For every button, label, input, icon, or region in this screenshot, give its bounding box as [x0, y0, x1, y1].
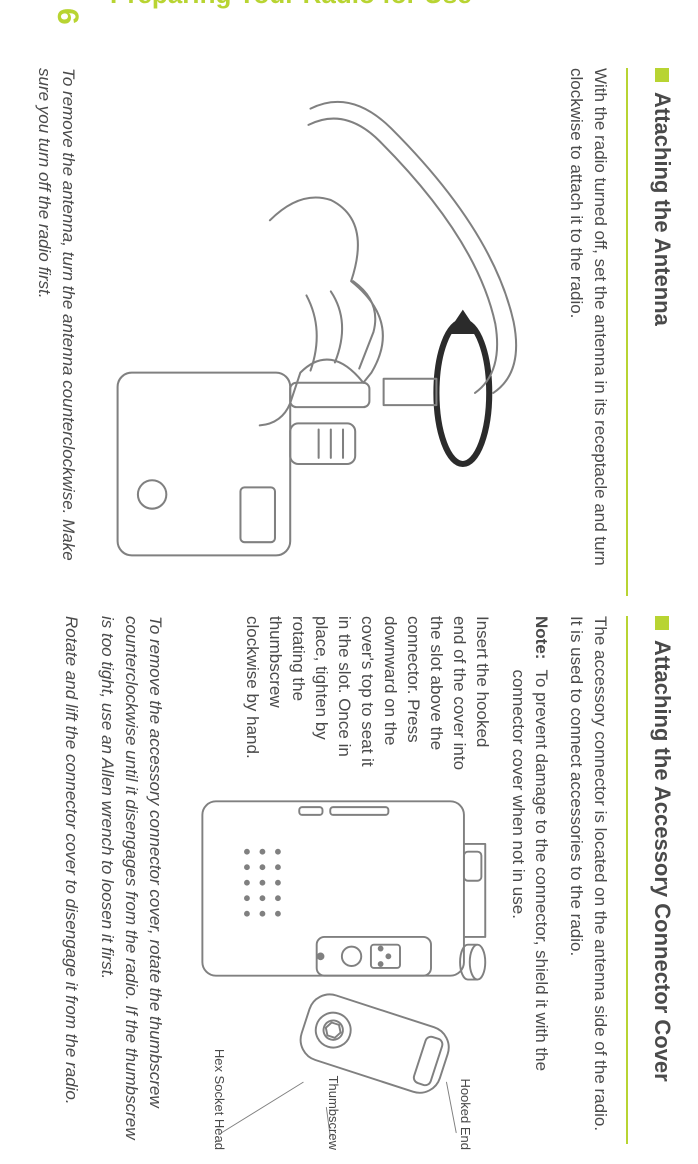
- left-heading-row: Attaching the Antenna: [626, 68, 690, 596]
- callout-hooked-end: Hooked End: [458, 1078, 473, 1150]
- cover-figure: Hooked End Thumbscrew Hex Socket Head: [183, 788, 493, 1144]
- right-body-text: The accessory connector is located on th…: [564, 616, 612, 1144]
- antenna-illustration: [80, 68, 553, 596]
- left-column: Attaching the Antenna With the radio tur…: [20, 68, 690, 596]
- right-heading: Attaching the Accessory Connector Cover: [649, 640, 674, 1082]
- columns: Attaching the Antenna With the radio tur…: [20, 68, 690, 1144]
- right-removal-text-1: To remove the accessory connector cover,…: [95, 616, 166, 1144]
- page-number: 6: [50, 8, 84, 25]
- page-content: Preparing Your Radio for Use 6 Attaching…: [0, 0, 698, 1164]
- left-removal-text: To remove the antenna, turn the antenna …: [32, 68, 80, 596]
- instruction-row: Insert the hooked end of the cover into …: [183, 616, 493, 1144]
- callout-thumbscrew: Thumbscrew: [326, 1076, 341, 1150]
- right-column: Attaching the Accessory Connector Cover …: [20, 616, 690, 1144]
- heading-bullet-icon: [655, 616, 669, 630]
- note-row: Note: To prevent damage to the connector…: [507, 616, 553, 1144]
- note-label: Note:: [507, 616, 553, 659]
- right-heading-row: Attaching the Accessory Connector Cover: [626, 616, 690, 1144]
- heading-bullet-icon: [655, 68, 669, 82]
- right-removal-text-2: Rotate and lift the connector cover to d…: [59, 616, 83, 1144]
- left-body-text: With the radio turned off, set the anten…: [564, 68, 612, 596]
- callout-hex-socket: Hex Socket Head: [212, 1049, 227, 1150]
- left-heading: Attaching the Antenna: [649, 92, 674, 326]
- note-text: To prevent damage to the connector, shie…: [507, 669, 553, 1144]
- section-side-label: Preparing Your Radio for Use: [110, 0, 472, 10]
- antenna-figure: [80, 68, 553, 596]
- instruction-text: Insert the hooked end of the cover into …: [183, 616, 493, 776]
